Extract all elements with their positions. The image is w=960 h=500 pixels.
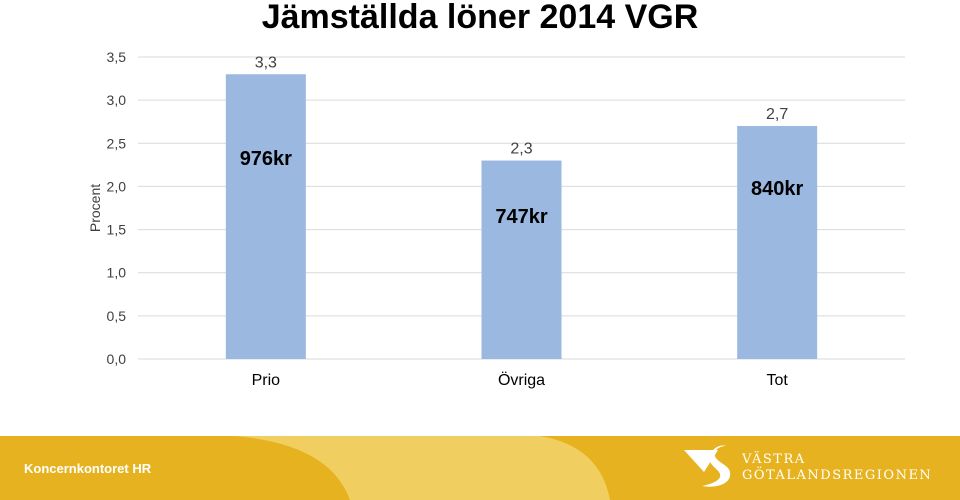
y-tick-label: 2,0 xyxy=(107,178,127,194)
y-tick-label: 2,5 xyxy=(107,135,127,151)
vgr-swan-logo-icon xyxy=(684,445,731,487)
y-tick-label: 3,0 xyxy=(107,92,127,108)
bar-annotation: 840kr xyxy=(751,178,803,200)
department-label: Koncernkontoret HR xyxy=(24,461,152,476)
chart-title: Jämställda löner 2014 VGR xyxy=(262,0,699,36)
x-tick-label: Tot xyxy=(766,372,788,389)
x-axis-ticks: Prio Övriga Tot xyxy=(252,371,789,389)
bar xyxy=(481,160,562,359)
bar-annotation: 976kr xyxy=(240,148,292,170)
y-tick-label: 0,0 xyxy=(107,351,127,367)
x-tick-label: Övriga xyxy=(498,371,545,389)
bar-annotation: 747kr xyxy=(495,206,547,228)
y-tick-label: 0,5 xyxy=(107,308,127,324)
y-tick-label: 3,5 xyxy=(107,49,127,65)
data-labels: 3,3 976kr 2,3 747kr 2,7 840kr xyxy=(240,54,804,228)
y-tick-label: 1,5 xyxy=(107,222,127,238)
bar xyxy=(737,126,818,360)
footer-banner: Koncernkontoret HR VÄSTRA GÖTALANDSREGIO… xyxy=(0,436,960,500)
data-label: 3,3 xyxy=(255,54,277,71)
x-tick-label: Prio xyxy=(252,372,281,389)
bar-chart: Jämställda löner 2014 VGR Procent 0,0 0,5… xyxy=(87,0,905,389)
y-tick-label: 1,0 xyxy=(107,265,127,281)
y-axis-label: Procent xyxy=(87,184,103,232)
data-label: 2,3 xyxy=(510,141,532,158)
data-label: 2,7 xyxy=(766,106,788,123)
bar xyxy=(225,74,306,359)
footer-background xyxy=(0,436,960,500)
logo-text-line-2: GÖTALANDSREGIONEN xyxy=(742,468,933,483)
bars xyxy=(225,74,818,360)
y-axis-ticks: 0,0 0,5 1,0 1,5 2,0 2,5 3,0 3,5 xyxy=(107,49,127,367)
logo-text-line-1: VÄSTRA xyxy=(742,452,806,467)
